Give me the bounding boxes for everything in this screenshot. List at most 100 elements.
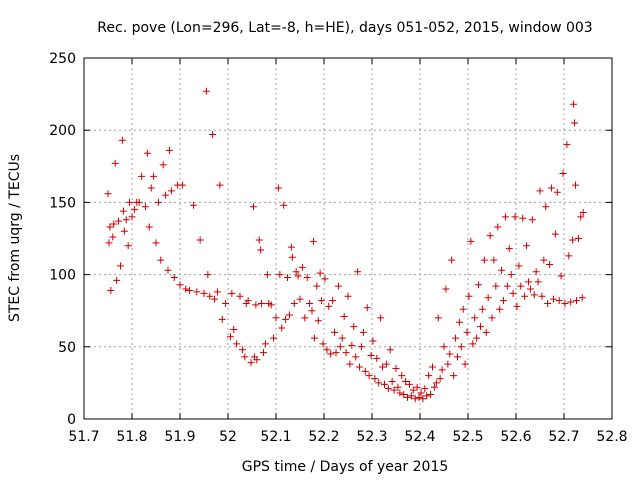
data-point-marker — [244, 297, 252, 305]
data-point-marker — [430, 383, 438, 391]
x-axis-label: GPS time / Days of year 2015 — [242, 459, 449, 475]
data-point-marker — [505, 245, 513, 253]
x-tick-label: 52.4 — [404, 429, 435, 445]
data-point-marker — [579, 209, 587, 217]
data-point-marker — [400, 390, 408, 398]
data-point-marker — [238, 346, 246, 354]
data-point-marker — [196, 236, 204, 244]
data-point-marker — [478, 305, 486, 313]
data-point-marker — [120, 227, 128, 235]
data-point-marker — [459, 305, 467, 313]
data-point-marker — [384, 385, 392, 393]
data-point-marker — [565, 252, 573, 260]
data-point-marker — [482, 328, 490, 336]
data-point-marker — [380, 380, 388, 388]
data-point-marker — [490, 256, 498, 264]
data-point-marker — [453, 353, 461, 361]
data-point-marker — [417, 389, 425, 397]
data-point-marker — [402, 377, 410, 385]
data-point-marker — [467, 237, 475, 245]
data-point-marker — [382, 360, 390, 368]
data-point-marker — [377, 314, 385, 322]
data-point-marker — [346, 360, 354, 368]
data-point-marker — [452, 334, 460, 342]
data-point-marker — [344, 292, 352, 300]
data-point-marker — [257, 246, 265, 254]
data-point-marker — [176, 281, 184, 289]
data-point-marker — [202, 87, 210, 95]
data-point-marker — [164, 266, 172, 274]
data-point-marker — [432, 379, 440, 387]
data-point-marker — [350, 323, 358, 331]
data-point-marker — [548, 184, 556, 192]
data-point-marker — [303, 273, 311, 281]
data-point-marker — [189, 201, 197, 209]
data-point-marker — [209, 131, 217, 139]
data-point-marker — [561, 299, 569, 307]
data-point-marker — [213, 288, 221, 296]
x-tick-label: 52.6 — [500, 429, 531, 445]
data-point-marker — [571, 119, 579, 127]
data-point-marker — [290, 299, 298, 307]
data-point-marker — [274, 184, 282, 192]
data-point-marker — [314, 317, 322, 325]
data-point-marker — [394, 383, 402, 391]
data-point-marker — [216, 181, 224, 189]
data-point-marker — [162, 191, 170, 199]
chart-title: Rec. pove (Lon=296, Lat=-8, h=HE), days … — [97, 20, 592, 36]
data-point-marker — [427, 390, 435, 398]
data-point-marker — [369, 337, 377, 345]
x-tick-label: 51.7 — [68, 429, 99, 445]
data-point-marker — [298, 263, 306, 271]
data-point-marker — [152, 239, 160, 247]
data-point-marker — [509, 289, 517, 297]
x-tick-label: 52.5 — [452, 429, 483, 445]
data-point-marker — [119, 207, 127, 215]
data-point-marker — [354, 268, 362, 276]
data-point-marker — [503, 282, 511, 290]
data-point-marker — [379, 363, 387, 371]
data-point-marker — [284, 273, 292, 281]
data-point-marker — [475, 281, 483, 289]
data-point-marker — [563, 141, 571, 149]
data-point-marker — [413, 383, 421, 391]
data-point-marker — [288, 253, 296, 261]
data-point-marker — [423, 392, 431, 400]
data-point-marker — [511, 213, 519, 221]
data-point-marker — [321, 275, 329, 283]
data-point-marker — [515, 262, 523, 270]
data-point-marker — [327, 350, 335, 358]
y-tick-label: 150 — [49, 195, 76, 211]
data-point-marker — [285, 311, 293, 319]
data-point-marker — [367, 351, 375, 359]
data-point-marker — [373, 354, 381, 362]
data-point-marker — [540, 256, 548, 264]
data-point-marker — [567, 298, 575, 306]
data-point-marker — [517, 282, 525, 290]
data-point-marker — [574, 235, 582, 242]
data-point-marker — [415, 393, 423, 401]
x-tick-label: 51.9 — [164, 429, 195, 445]
data-point-marker — [538, 292, 546, 300]
data-point-marker — [252, 301, 260, 309]
data-point-marker — [549, 295, 557, 303]
data-point-marker — [411, 395, 419, 403]
data-point-marker — [446, 350, 454, 358]
data-point-marker — [530, 291, 538, 299]
data-point-marker — [338, 334, 346, 342]
data-point-marker — [542, 203, 550, 211]
x-tick-label: 52.3 — [356, 429, 387, 445]
y-tick-label: 0 — [67, 412, 76, 428]
axis-ticks: 51.7 51.8 51.9 52 52.1 52.2 52.3 52.4 52.5 52.6 52… — [49, 51, 627, 445]
data-point-marker — [436, 375, 444, 383]
data-point-marker — [211, 295, 219, 303]
data-point-marker — [577, 213, 585, 221]
data-point-marker — [318, 297, 326, 305]
data-point-marker — [107, 286, 115, 294]
data-point-marker — [141, 203, 149, 211]
data-point-marker — [570, 100, 578, 108]
data-point-marker — [116, 262, 124, 270]
data-point-marker — [461, 360, 469, 368]
data-point-marker — [306, 299, 314, 307]
